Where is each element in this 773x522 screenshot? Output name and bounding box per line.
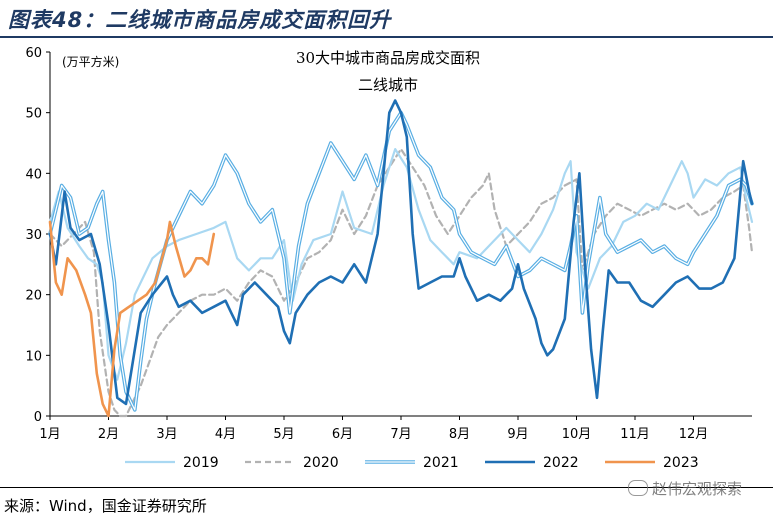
x-tick-label: 3月 xyxy=(156,427,177,442)
x-tick-label: 6月 xyxy=(332,427,353,442)
y-tick-label: 40 xyxy=(25,167,42,182)
chart-title: 30大中城市商品房成交面积 xyxy=(296,49,480,67)
y-tick-label: 30 xyxy=(25,228,42,243)
series-line-2023 xyxy=(48,220,216,418)
x-tick-label: 4月 xyxy=(215,427,236,442)
wechat-icon xyxy=(628,480,648,496)
figure-title: 图表48：二线城市商品房成交面积回升 xyxy=(8,8,392,32)
chart-axes: 0 10 20 30 40 50 60 1月 2月 3月 4月 5月 6月 7月 8月 9月 10月 11月 12月 xyxy=(25,46,752,442)
x-tick-label: 7月 xyxy=(390,427,411,442)
x-tick-label: 10月 xyxy=(562,427,592,442)
y-tick-label: 10 xyxy=(25,349,42,364)
y-tick-label: 50 xyxy=(25,107,42,122)
source-note: 来源：Wind，国金证券研究所 xyxy=(4,497,207,515)
chart-series xyxy=(48,99,754,418)
chart-legend: 2019 2020 2021 2022 2023 xyxy=(125,455,699,471)
x-tick-label: 1月 xyxy=(39,427,60,442)
x-tick-label: 8月 xyxy=(449,427,470,442)
bottom-rule xyxy=(0,487,773,488)
series-line-2019 xyxy=(48,148,754,381)
legend-label-2023: 2023 xyxy=(663,455,699,471)
x-tick-label: 12月 xyxy=(679,427,709,442)
legend-label-2022: 2022 xyxy=(543,455,579,471)
y-unit-label: (万平方米) xyxy=(62,54,119,69)
y-tick-label: 60 xyxy=(25,46,42,61)
x-tick-label: 9月 xyxy=(507,427,528,442)
y-tick-label: 0 xyxy=(34,410,42,425)
y-tick-label: 20 xyxy=(25,289,42,304)
title-rule xyxy=(0,36,773,38)
series-line-2022 xyxy=(48,99,754,406)
legend-label-2021: 2021 xyxy=(423,455,459,471)
legend-label-2020: 2020 xyxy=(303,455,339,471)
series-line-2020 xyxy=(48,148,754,418)
x-tick-label: 11月 xyxy=(620,427,650,442)
x-tick-label: 2月 xyxy=(98,427,119,442)
watermark-text: 赵伟宏观探索 xyxy=(652,480,743,498)
x-tick-label: 5月 xyxy=(273,427,294,442)
series-line-inner-2021 xyxy=(49,112,753,411)
line-chart: 0 10 20 30 40 50 60 1月 2月 3月 4月 5月 6月 7月 8月 9月 10月 11月 12月… xyxy=(25,46,754,471)
chart-subtitle: 二线城市 xyxy=(358,76,418,94)
legend-label-2019: 2019 xyxy=(183,455,219,471)
watermark: 赵伟宏观探索 xyxy=(628,478,742,499)
